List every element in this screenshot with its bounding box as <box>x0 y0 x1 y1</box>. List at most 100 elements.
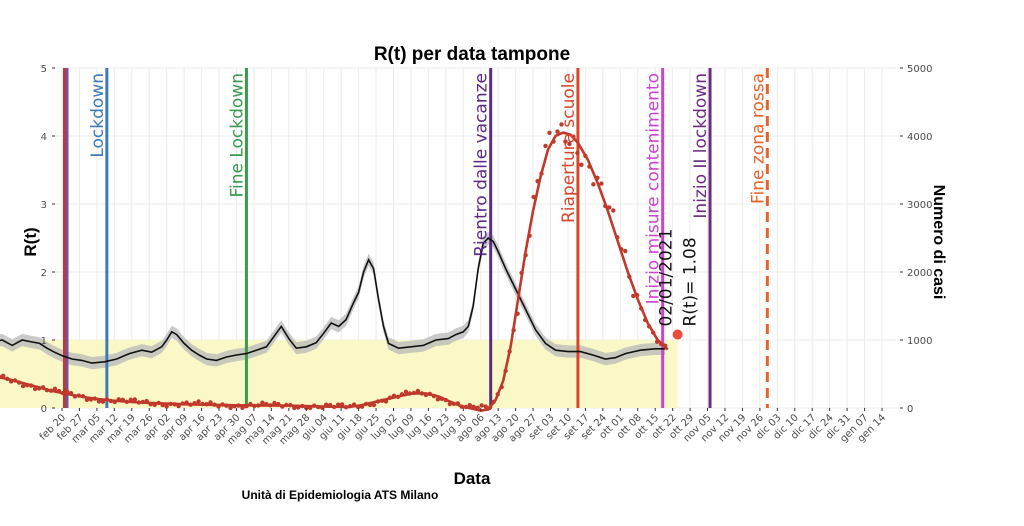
case-point <box>435 397 441 402</box>
case-point <box>76 393 82 398</box>
y-right-tick-label: 4000 <box>907 132 932 143</box>
event-labels: Lockdown Fine Lockdown Rientro dalle vacan… <box>88 73 768 304</box>
annotation-point <box>672 329 683 340</box>
case-point <box>363 401 369 407</box>
case-point <box>148 402 153 407</box>
case-point <box>1 373 6 378</box>
case-point <box>168 401 173 407</box>
case-point <box>591 182 596 187</box>
case-point <box>12 378 18 383</box>
case-point <box>240 405 245 410</box>
case-point <box>212 402 217 407</box>
event-lines <box>62 68 769 408</box>
case-point <box>551 139 556 144</box>
case-point <box>391 393 397 398</box>
case-point <box>300 403 305 409</box>
case-point <box>507 349 512 354</box>
case-point <box>423 392 429 398</box>
case-point <box>563 139 568 144</box>
case-point <box>511 328 516 333</box>
case-point <box>116 397 122 402</box>
y-right-tick-label: 3000 <box>907 200 932 211</box>
event-label: Fine zona rossa <box>748 73 768 204</box>
case-point <box>339 402 345 407</box>
case-point <box>643 317 648 323</box>
case-point <box>555 129 560 134</box>
case-point <box>527 233 532 238</box>
case-point <box>567 141 572 147</box>
case-point <box>152 402 157 407</box>
case-point <box>160 402 165 408</box>
y-left-tick-label: 5 <box>41 64 47 75</box>
y-axis-right-label: Numero di casi <box>930 185 947 300</box>
confidence-band <box>0 231 666 370</box>
case-point <box>459 404 464 409</box>
case-point <box>367 402 373 408</box>
case-point <box>523 253 528 258</box>
case-points <box>0 122 668 411</box>
case-point <box>244 404 249 409</box>
case-point <box>359 404 365 409</box>
case-point <box>483 404 488 409</box>
caption: Unità di Epidemiologia ATS Milano <box>242 488 439 502</box>
case-point <box>264 402 269 407</box>
case-point <box>60 390 66 396</box>
y-axis-right: 0 1000 2000 3000 4000 5000 <box>900 64 932 415</box>
case-point <box>603 203 608 209</box>
case-point <box>595 175 600 180</box>
case-point <box>343 405 349 410</box>
case-point <box>543 143 548 149</box>
case-point <box>375 399 381 404</box>
case-point <box>611 208 616 213</box>
case-point <box>224 403 229 408</box>
case-point <box>104 397 110 402</box>
case-point <box>519 270 524 276</box>
case-point <box>220 402 225 407</box>
case-point <box>164 404 169 409</box>
case-point <box>132 397 137 402</box>
case-point <box>24 383 30 388</box>
case-point <box>176 403 181 409</box>
case-point <box>208 400 213 405</box>
case-point <box>539 171 544 176</box>
case-point <box>108 398 114 404</box>
case-point <box>475 405 480 410</box>
case-point <box>403 389 409 394</box>
case-point <box>415 388 421 394</box>
case-point <box>48 388 54 393</box>
case-point <box>292 405 297 411</box>
case-point <box>371 402 377 408</box>
case-point <box>531 194 536 200</box>
case-point <box>52 386 58 391</box>
case-point <box>347 404 353 409</box>
case-point <box>535 179 540 184</box>
y-left-tick-label: 0 <box>41 404 47 415</box>
case-point <box>419 391 425 396</box>
case-point <box>312 403 317 408</box>
case-point <box>379 398 385 403</box>
case-point <box>276 401 281 407</box>
case-point <box>40 385 46 390</box>
y-left-tick-label: 4 <box>41 132 47 143</box>
case-point <box>200 401 205 407</box>
case-point <box>100 399 106 404</box>
event-label: Inizio misure contenimento <box>644 73 664 304</box>
case-point <box>607 205 612 210</box>
case-point <box>332 404 337 410</box>
case-point <box>571 134 576 139</box>
chart-title: R(t) per data tampone <box>374 44 570 65</box>
case-point <box>192 401 197 406</box>
case-point <box>659 341 664 347</box>
case-point <box>479 403 484 408</box>
case-point <box>547 130 552 135</box>
case-point <box>599 181 604 186</box>
case-point <box>467 403 472 408</box>
case-point <box>324 402 329 407</box>
case-point <box>36 386 42 391</box>
case-point <box>355 404 361 410</box>
case-point <box>84 397 90 402</box>
case-point <box>236 403 241 408</box>
case-point <box>124 399 129 404</box>
